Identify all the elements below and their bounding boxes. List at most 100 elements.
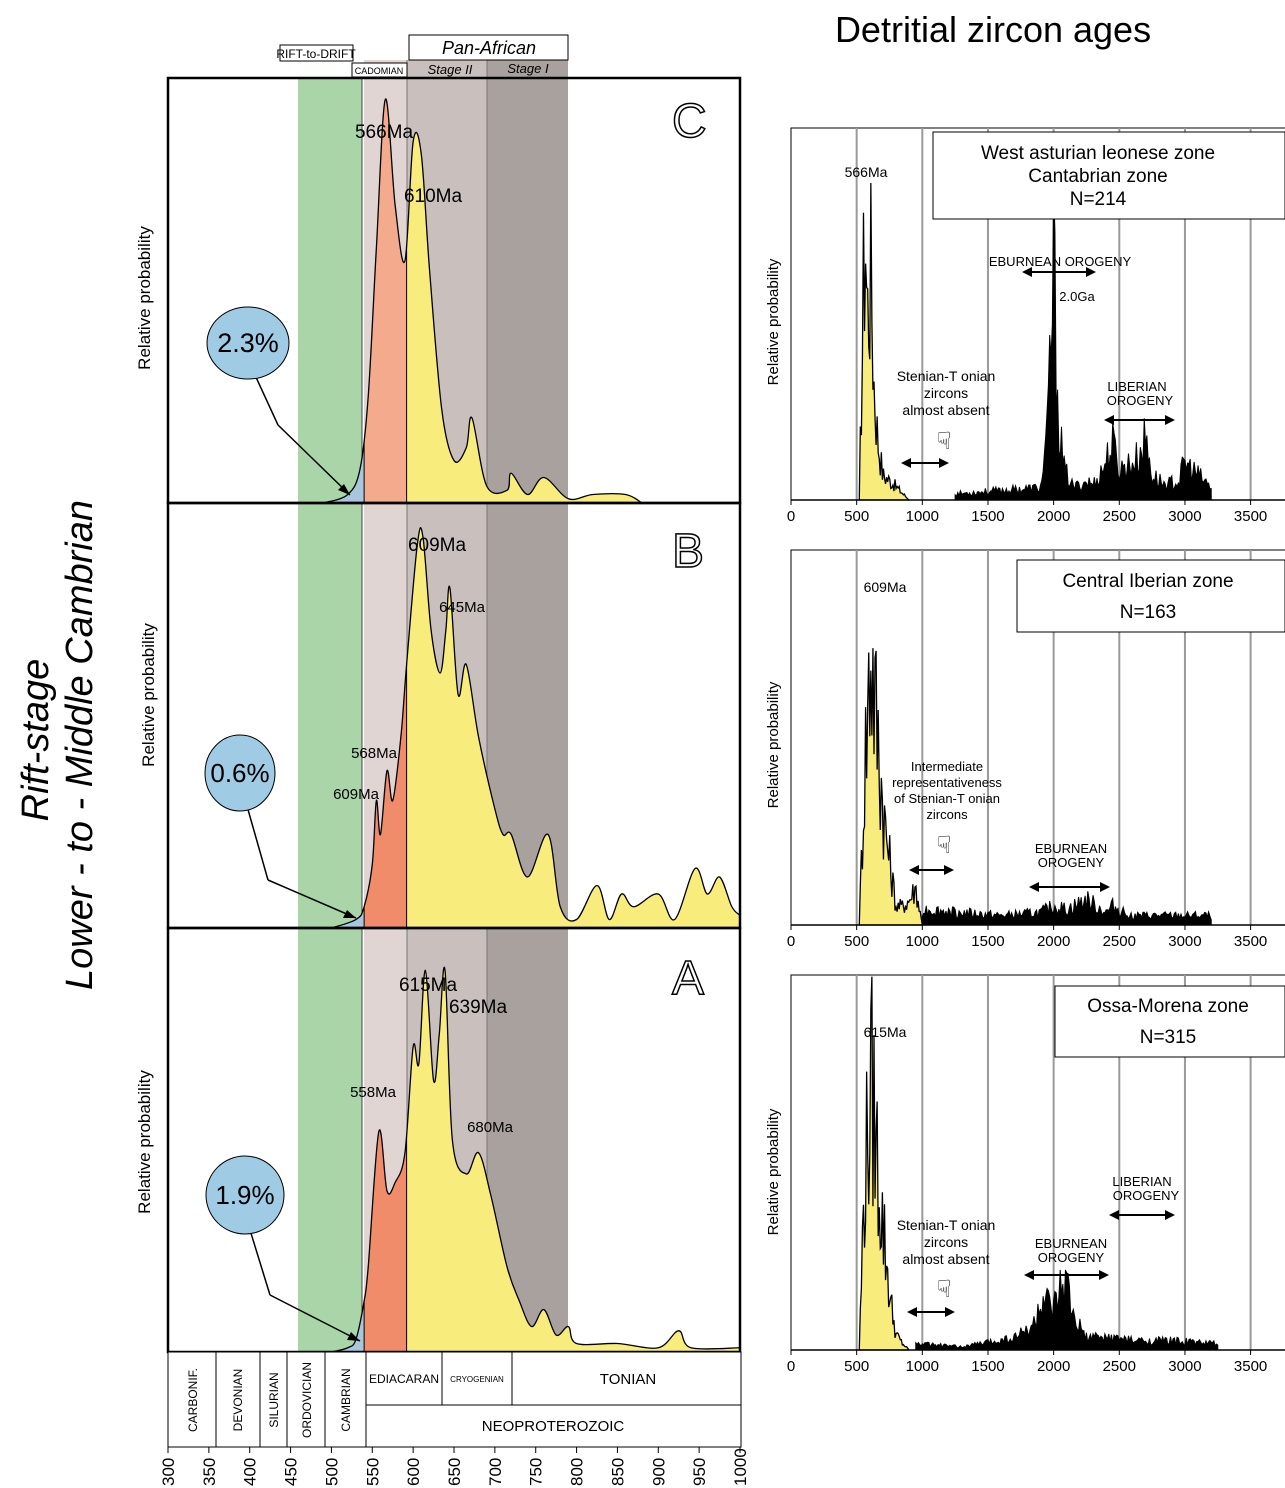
stage1-band: [487, 60, 568, 1352]
x-tick-label: 2500: [1103, 1358, 1136, 1375]
zone2-note1: Intermediate: [911, 759, 983, 774]
stage2-label: Stage II: [428, 62, 473, 77]
rift-to-drift-label: RIFT-to-DRIFT: [276, 47, 356, 61]
left-x-tick-label: 900: [649, 1458, 668, 1486]
x-tick-label: 3500: [1234, 933, 1267, 950]
left-x-tick-label: 650: [445, 1458, 464, 1486]
zone2-arrows: [909, 865, 1110, 892]
x-tick-label: 1000: [906, 933, 939, 950]
x-tick-label: 2000: [1037, 933, 1070, 950]
panel-c-series-line: [323, 98, 643, 504]
left-x-tick-label: 1000: [731, 1448, 750, 1486]
x-tick-label: 3000: [1168, 1358, 1201, 1375]
timescale-table: CARBONIF. DEVONIAN SILURIAN ORDOVICIAN C…: [167, 1351, 742, 1448]
panel-b-letter: B: [672, 525, 704, 578]
x-tick-label: 2000: [1037, 508, 1070, 525]
zone3-box-frame-real: Ossa-Morena zone N=315: [1054, 985, 1285, 1058]
peak-label-a1: 615Ma: [399, 975, 458, 996]
peak-label-b3: 568Ma: [351, 745, 398, 762]
zone3-black-series: [915, 1269, 1219, 1351]
zone3-note3: almost absent: [902, 1251, 989, 1267]
x-tick-label: 0: [787, 933, 795, 950]
left-x-ticks: 300 350 400 450 500 550 600 650 700 750 800 850 900 9…: [159, 1447, 750, 1486]
left-x-tick-label: 700: [486, 1458, 505, 1486]
zone1-yellow-series: [858, 182, 910, 501]
panel-c-percent: 2.3%: [217, 328, 279, 358]
x-tick-label: 2500: [1103, 933, 1136, 950]
cadomian-label: CADOMIAN: [355, 66, 404, 76]
right-figure: Detritial zircon ages Relative probabili…: [765, 9, 1285, 1375]
zone2-box: Central Iberian zone N=163: [1016, 559, 1285, 633]
zone3-hand-icon: ☟: [937, 1276, 952, 1303]
left-x-tick-label: 450: [282, 1458, 301, 1486]
peak-label-c1: 566Ma: [355, 122, 414, 143]
panel-c-percent-bubble: 2.3%: [206, 306, 351, 496]
panel-c-letter: C: [672, 95, 707, 148]
zone2-black-series: [921, 891, 1212, 926]
zone2-eburnean: EBURNEAN: [1035, 841, 1107, 856]
zone1-note1: Stenian-T onian: [897, 368, 996, 384]
panel-a-percent: 1.9%: [215, 1180, 274, 1210]
left-x-tick-label: 750: [527, 1458, 546, 1486]
x-tick-label: 0: [787, 1358, 795, 1375]
zone1-hand-icon: ☟: [937, 428, 952, 455]
zone1-black-series: [954, 186, 1212, 501]
panel-a-series-line: [331, 966, 741, 1353]
x-tick-label: 1000: [906, 1358, 939, 1375]
rift-band: [298, 78, 362, 1352]
zone1-panel: Relative probability 0 500 1000 1500 2000 2500…: [765, 127, 1285, 525]
zone1-note3: almost absent: [902, 402, 989, 418]
x-tick-label: 500: [844, 933, 869, 950]
period-cambrian: CAMBRIAN: [339, 1368, 353, 1431]
right-title: Detritial zircon ages: [835, 9, 1151, 50]
peak-label-a2: 639Ma: [449, 997, 508, 1018]
left-title-line2: Lower - to - Middle Cambrian: [59, 500, 101, 990]
left-x-tick-label: 950: [690, 1458, 709, 1486]
zone1-box: West asturian leonese zone Cantabrian zo…: [932, 131, 1285, 220]
zone1-2ga: 2.0Ga: [1059, 289, 1095, 304]
zone1-eburnean: EBURNEAN OROGENY: [989, 254, 1132, 269]
panel-c-ylabel: Relative probability: [135, 226, 154, 370]
zone3-peak: 615Ma: [864, 1024, 907, 1040]
left-title-line1: Rift-stage: [15, 659, 57, 822]
peak-label-b1: 609Ma: [408, 535, 467, 556]
era-neoproterozoic: NEOPROTEROZOIC: [482, 1418, 625, 1435]
period-ordovician: ORDOVICIAN: [300, 1362, 314, 1438]
stage1-label: Stage I: [507, 61, 549, 76]
x-tick-label: 3500: [1234, 508, 1267, 525]
zone3-yellow-series: [858, 976, 910, 1351]
left-x-tick-label: 400: [241, 1458, 260, 1486]
zone2-orogeny: OROGENY: [1038, 855, 1105, 870]
zone2-n: N=163: [1120, 602, 1177, 623]
x-tick-label: 1500: [971, 508, 1004, 525]
zone3-note1: Stenian-T onian: [897, 1217, 996, 1233]
pan-african-label: Pan-African: [442, 38, 536, 58]
x-tick-label: 2500: [1103, 508, 1136, 525]
x-tick-label: 1500: [971, 933, 1004, 950]
period-devonian: DEVONIAN: [231, 1369, 245, 1432]
x-tick-label: 1500: [971, 1358, 1004, 1375]
zone3-n: N=315: [1140, 1027, 1197, 1048]
zone3-arrows: [907, 1210, 1175, 1317]
zone2-note3: of Stenian-T onian: [894, 791, 1000, 806]
left-x-tick-label: 350: [200, 1458, 219, 1486]
peak-label-b2: 645Ma: [439, 599, 486, 616]
zone1-peak: 566Ma: [845, 164, 888, 180]
left-figure: Rift-stage Lower - to - Middle Cambrian …: [15, 34, 750, 1486]
period-tonian: TONIAN: [600, 1371, 656, 1388]
left-x-tick-label: 800: [568, 1458, 587, 1486]
period-ediacaran: EDIACARAN: [369, 1372, 439, 1386]
peak-label-c2: 610Ma: [404, 186, 463, 207]
panel-a-letter: A: [672, 952, 704, 1005]
zone1-ylabel: Relative probability: [765, 258, 782, 385]
x-tick-label: 500: [844, 1358, 869, 1375]
zone1-arrows: [901, 267, 1175, 468]
panel-a-ylabel: Relative probability: [135, 1070, 154, 1214]
zone1-n: N=214: [1070, 189, 1127, 210]
x-tick-label: 2000: [1037, 1358, 1070, 1375]
zone2-yellow-series: [858, 648, 924, 926]
x-tick-label: 1000: [906, 508, 939, 525]
zone2-hand-icon: ☟: [937, 832, 952, 859]
zone3-ylabel: Relative probability: [765, 1108, 782, 1235]
